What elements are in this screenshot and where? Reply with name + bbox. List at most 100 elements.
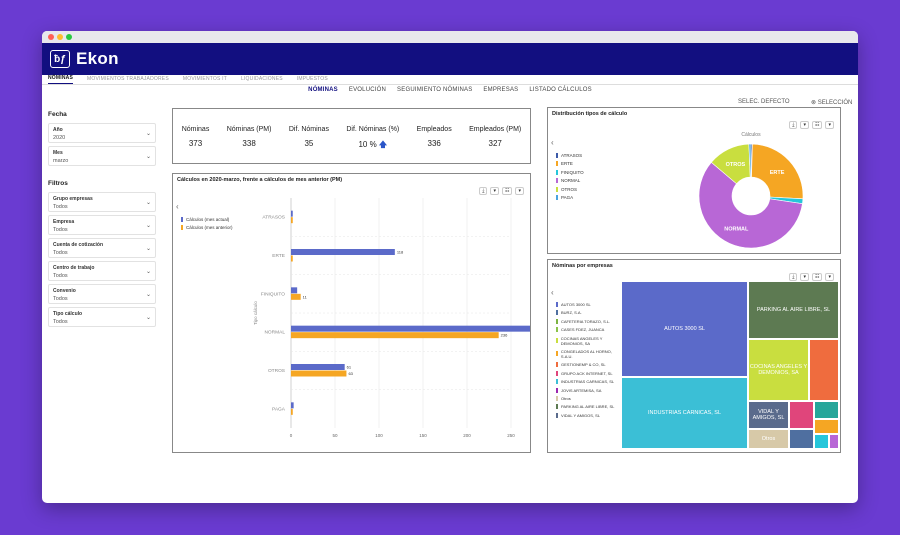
treemap-tile[interactable]: VIDAL Y AMIGOS, SL: [748, 401, 789, 429]
cuenta-cotizacion-select[interactable]: Cuenta de cotización Todos ⌄: [48, 238, 156, 258]
category-label: NORMAL: [264, 330, 285, 336]
treemap-tile[interactable]: [789, 429, 814, 449]
selection-button[interactable]: ⊗ SELECCIÓN: [811, 99, 852, 106]
pie-chart: Cálculos ERTE NORMAL OTROS: [698, 132, 804, 249]
legend-item[interactable]: ATRASOS: [556, 153, 584, 158]
app-name: Ekon: [76, 49, 119, 68]
treemap-tile[interactable]: [814, 401, 839, 419]
centro-trabajo-select[interactable]: Centro de trabajo Todos ⌄: [48, 261, 156, 281]
legend-item[interactable]: ERTE: [556, 161, 584, 167]
treemap-tile[interactable]: [789, 401, 814, 429]
legend-item[interactable]: COCINAS ANGELES Y DEMONIOS, SA: [556, 336, 622, 346]
close-dot[interactable]: [48, 34, 54, 40]
back-icon[interactable]: ‹: [551, 138, 554, 147]
treemap-tile[interactable]: Otros: [748, 429, 789, 449]
settings-icon[interactable]: ☷: [812, 273, 823, 281]
legend-swatch: [556, 370, 558, 376]
treemap-tile[interactable]: INDUSTRIAS CARNICAS, SL: [621, 377, 748, 449]
subnav-evolucion[interactable]: EVOLUCIÓN: [348, 87, 387, 93]
bar: [291, 217, 293, 224]
legend-item[interactable]: INDUSTRIAS CARNICAS, SL: [556, 379, 622, 385]
legend-item[interactable]: Cálculos (mes actual): [181, 217, 233, 222]
x-tick-label: 100: [375, 433, 383, 438]
bar: [291, 287, 298, 294]
grupo-empresas-label: Grupo empresas: [53, 196, 93, 202]
tab-nominas[interactable]: NÓMINAS: [48, 75, 74, 84]
legend-swatch: [556, 327, 558, 333]
legend-item[interactable]: BURZ, S.A.: [556, 310, 622, 316]
back-icon[interactable]: ‹: [551, 288, 554, 297]
tab-movimientos-trabajadores[interactable]: MOVIMIENTOS TRABAJADORES: [87, 76, 169, 82]
back-icon[interactable]: ‹: [176, 202, 179, 211]
subnav-listado[interactable]: LISTADO CÁLCULOS: [529, 87, 592, 93]
chevron-down-icon[interactable]: ▾: [825, 121, 834, 129]
chevron-down-icon: ⌄: [145, 292, 151, 298]
legend-label: INDUSTRIAS CARNICAS, SL: [561, 379, 615, 385]
settings-icon[interactable]: ☷: [812, 121, 823, 129]
legend-item[interactable]: GRUPO ACK INTERNET, SL: [556, 370, 622, 376]
chevron-down-icon[interactable]: ▾: [800, 273, 809, 281]
download-icon[interactable]: ⤓: [479, 187, 488, 195]
subnav-nominas[interactable]: NÓMINAS: [308, 87, 338, 93]
legend-item[interactable]: PARKING AL AIRE LIBRE, SL: [556, 404, 622, 410]
subnav-seguimiento[interactable]: SEGUIMIENTO NÓMINAS: [397, 87, 473, 93]
legend-item[interactable]: CAFETERIA TORAZO, S.L.: [556, 318, 622, 324]
bar: [291, 293, 301, 300]
legend-item[interactable]: Cálculos (mes anterior): [181, 225, 233, 231]
bar-chart: 0 50 100 150 200 250 Tipo cálculo ATRASOS ERTE 11…: [253, 198, 530, 438]
kpi-label: Dif. Nóminas (%): [346, 126, 400, 133]
month-select[interactable]: Mes marzo ⌄: [48, 146, 156, 166]
tab-liquidaciones[interactable]: LIQUIDACIONES: [240, 76, 283, 82]
treemap-tile[interactable]: COCINAS ANGELES Y DEMONIOS, SA: [748, 339, 809, 401]
grupo-empresas-select[interactable]: Grupo empresas Todos ⌄: [48, 192, 156, 212]
download-icon[interactable]: ⤓: [789, 121, 798, 129]
x-tick-label: 250: [507, 433, 515, 438]
tab-impuestos[interactable]: IMPUESTOS: [296, 76, 328, 82]
chevron-down-icon[interactable]: ▾: [800, 121, 809, 129]
category-label: OTROS: [268, 368, 285, 374]
treemap-tile[interactable]: AUTOS 3000 SL: [621, 281, 748, 377]
chevron-down-icon[interactable]: ▾: [825, 273, 834, 281]
legend-item[interactable]: CASES FDEZ, JUANCA: [556, 327, 622, 333]
convenio-select[interactable]: Convenio Todos ⌄: [48, 284, 156, 304]
treemap-tile[interactable]: [814, 419, 839, 434]
legend-item[interactable]: VIDAL Y AMIGOS, SL: [556, 412, 622, 418]
legend-label: Otros: [561, 395, 571, 401]
treemap-tile[interactable]: [814, 434, 829, 449]
chevron-down-icon[interactable]: ▾: [515, 187, 524, 195]
legend-item[interactable]: PAGA: [556, 194, 584, 200]
kpi-card: Nóminas 373 Nóminas (PM) 338 Dif. Nómina…: [172, 108, 531, 164]
maximize-dot[interactable]: [66, 34, 72, 40]
default-selection-button[interactable]: SELEC. DEFECTO: [738, 99, 790, 105]
subnav-empresas[interactable]: EMPRESAS: [483, 87, 519, 93]
minimize-dot[interactable]: [57, 34, 63, 40]
empresa-select[interactable]: Empresa Todos ⌄: [48, 215, 156, 235]
legend-item[interactable]: OTROS: [556, 186, 584, 192]
treemap-tile[interactable]: PARKING AL AIRE LIBRE, SL: [748, 281, 839, 339]
tipo-calculo-select[interactable]: Tipo cálculo Todos ⌄: [48, 307, 156, 327]
legend-swatch: [556, 310, 558, 316]
legend-label: COCINAS ANGELES Y DEMONIOS, SA: [560, 335, 603, 346]
year-select[interactable]: Año 2020 ⌄: [48, 123, 156, 143]
tab-movimientos-it[interactable]: MOVIMIENTOS IT: [182, 76, 227, 82]
download-icon[interactable]: ⤓: [789, 273, 798, 281]
legend-label: OTROS: [561, 186, 578, 192]
legend-item[interactable]: NORMAL: [556, 178, 584, 184]
treemap-card: Nóminas por empresas ⤓ ▾ ☷ ▾ ‹ AUTOS 3000 …: [547, 259, 841, 453]
legend-item[interactable]: AUTOS 3000 SL: [556, 302, 622, 307]
treemap-tile[interactable]: [829, 434, 839, 449]
data-label: 118: [397, 250, 404, 255]
legend-item[interactable]: GESTIONEMP & CO, SL: [556, 362, 622, 368]
legend-item[interactable]: CONGELADOS AL HORNO, S.A.U.: [556, 349, 622, 359]
treemap-tile[interactable]: [809, 339, 839, 401]
legend-label: FINIQUITO: [561, 169, 584, 175]
chevron-down-icon[interactable]: ▾: [490, 187, 499, 195]
settings-icon[interactable]: ☷: [502, 187, 513, 195]
bar: [291, 370, 347, 377]
legend-item[interactable]: FINIQUITO: [556, 169, 584, 175]
treemap-title: Nóminas por empresas: [552, 263, 613, 269]
legend-item[interactable]: Otros: [556, 395, 622, 401]
kpi-value: 327: [488, 139, 502, 148]
legend-swatch: [556, 387, 558, 393]
legend-item[interactable]: JOVIS ARTEMISA, SA: [556, 387, 622, 393]
